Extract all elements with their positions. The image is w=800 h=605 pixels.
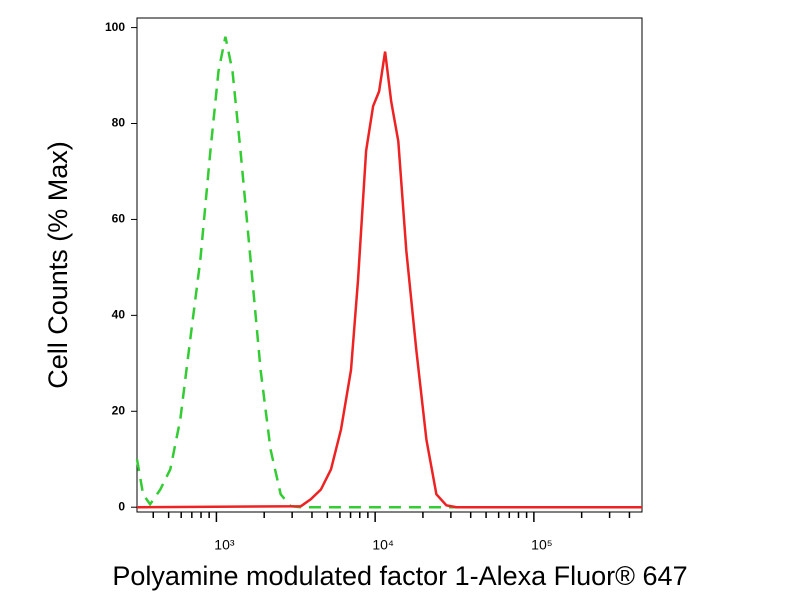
x-tick-label: 10⁵	[531, 537, 552, 553]
y-tick-label: 0	[118, 499, 125, 513]
y-tick-label: 20	[112, 403, 126, 417]
series-line	[135, 36, 642, 509]
y-tick-label: 40	[112, 308, 126, 322]
y-axis-label: Cell Counts (% Max)	[43, 141, 73, 389]
series-line	[136, 51, 642, 509]
x-tick-label: 10⁴	[372, 537, 394, 553]
y-tick-label: 100	[105, 20, 125, 34]
plot-frame	[136, 17, 643, 513]
x-axis-label: Polyamine modulated factor 1-Alexa Fluor…	[112, 561, 687, 591]
y-tick-label: 60	[112, 212, 126, 226]
y-tick-label: 80	[112, 116, 126, 130]
x-tick-label: 10³	[214, 537, 235, 553]
